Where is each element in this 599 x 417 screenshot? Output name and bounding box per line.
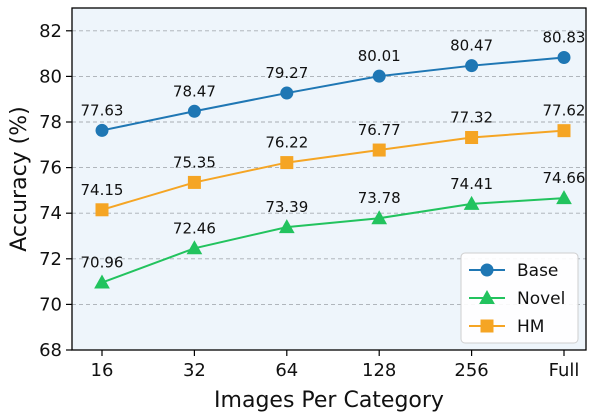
data-point [371, 210, 388, 225]
data-point [186, 240, 203, 255]
series-hm [95, 124, 571, 217]
plot-frame [71, 7, 587, 351]
data-label: 77.32 [450, 109, 493, 127]
data-point [187, 175, 201, 189]
data-label: 77.62 [543, 102, 586, 120]
data-label: 73.39 [265, 198, 308, 216]
data-point [187, 104, 201, 118]
data-label: 74.15 [81, 181, 124, 199]
data-labels: 77.63 78.47 79.27 80.01 80.47 80.83 70.96 72.46… [81, 28, 586, 271]
y-tick-label: 74 [39, 203, 62, 224]
data-label: 72.46 [173, 219, 216, 237]
x-tick-label: 256 [454, 360, 488, 381]
x-tick-label: Full [549, 360, 580, 381]
x-tick-label: 64 [275, 360, 298, 381]
legend-label: Base [517, 261, 558, 281]
y-tick-label: 80 [39, 66, 62, 87]
x-tick-label: 128 [362, 360, 396, 381]
x-tick-label: 16 [91, 360, 114, 381]
axes: 68 70 72 74 76 78 80 82 16 32 64 128 256 Full [39, 21, 579, 381]
legend-marker [480, 263, 494, 277]
series-line [101, 56, 565, 132]
data-label: 70.96 [81, 254, 124, 272]
data-point [557, 50, 571, 64]
data-point [280, 156, 294, 170]
data-label: 77.63 [81, 101, 124, 119]
y-tick-label: 68 [39, 340, 62, 361]
data-label: 80.01 [358, 47, 401, 65]
data-point [465, 131, 479, 145]
data-point [95, 203, 109, 217]
series-line [101, 129, 565, 211]
legend: Base Novel HM [460, 252, 579, 344]
data-label: 76.77 [358, 121, 401, 139]
legend-item-hm: HM [469, 317, 544, 337]
data-label: 74.41 [450, 175, 493, 193]
data-point [278, 219, 295, 234]
y-tick-label: 78 [39, 112, 62, 133]
series-line [101, 197, 565, 284]
y-tick-label: 70 [39, 294, 62, 315]
data-point [280, 86, 294, 100]
x-axis-label: Images Per Category [214, 388, 444, 413]
y-tick-label: 72 [39, 249, 62, 270]
data-point [556, 190, 572, 205]
data-label: 75.35 [173, 153, 216, 171]
y-axis-label: Accuracy (%) [7, 106, 32, 252]
x-tick-label: 32 [183, 360, 206, 381]
legend-item-novel: Novel [469, 289, 565, 309]
data-label: 74.66 [543, 169, 586, 187]
series-base [95, 50, 571, 137]
legend-marker [480, 319, 494, 333]
legend-label: HM [517, 317, 544, 337]
data-label: 76.22 [265, 134, 308, 152]
legend-item-base: Base [469, 261, 558, 281]
series-group [94, 50, 572, 289]
series-novel [94, 190, 572, 289]
data-point [372, 69, 386, 83]
data-point [372, 143, 386, 157]
legend-marker [479, 289, 495, 304]
data-label: 80.47 [450, 37, 493, 55]
data-label: 80.83 [543, 28, 586, 46]
data-point [94, 274, 110, 289]
data-point [465, 59, 479, 73]
data-label: 79.27 [265, 64, 308, 82]
data-point [95, 123, 109, 137]
data-point [463, 195, 480, 210]
data-point [557, 124, 571, 138]
y-tick-label: 82 [39, 21, 62, 42]
y-tick-label: 76 [39, 158, 62, 179]
data-label: 78.47 [173, 82, 216, 100]
data-label: 73.78 [358, 189, 401, 207]
legend-label: Novel [517, 289, 565, 309]
